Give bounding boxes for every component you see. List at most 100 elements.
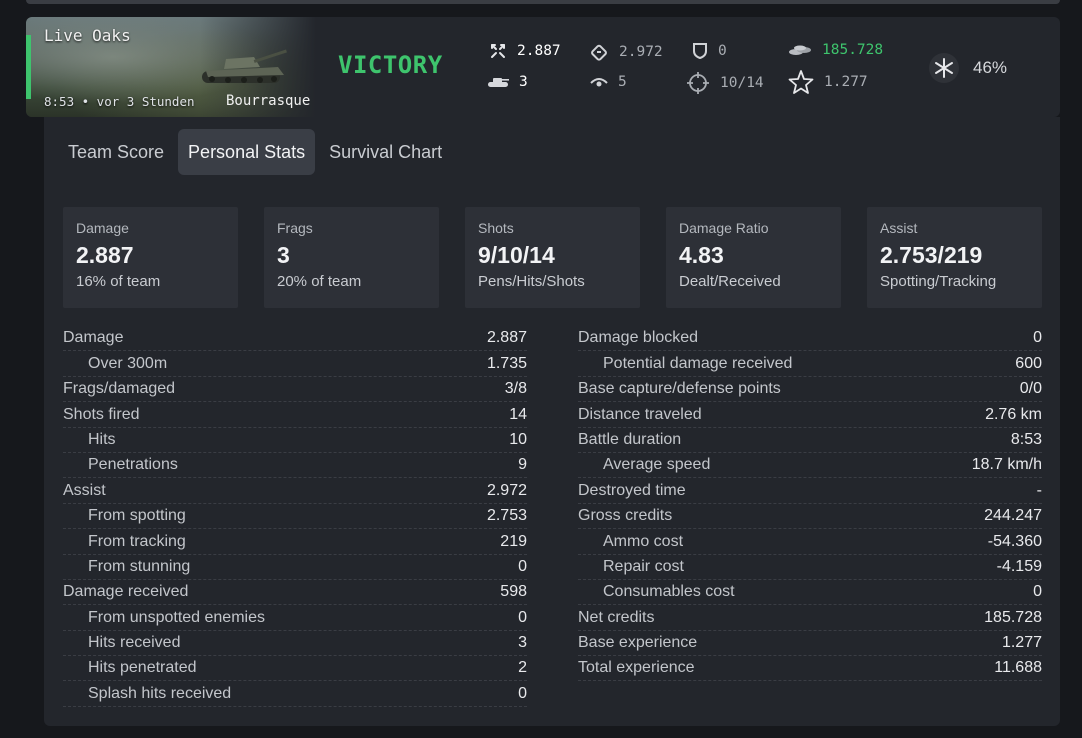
stat-row: Shots fired 14 [63, 402, 527, 428]
stat-row: Net credits 185.728 [578, 605, 1042, 631]
stat-label: Gross credits [578, 507, 673, 525]
stat-row: Average speed 18.7 km/h [578, 453, 1042, 479]
stats-column-right: Damage blocked 0 Potential damage received… [578, 326, 1042, 682]
stat-label: Damage received [63, 583, 189, 601]
stat-row: Total experience 11.688 [578, 656, 1042, 682]
map-name: Live Oaks [44, 26, 131, 45]
card-shots: Shots 9/10/14 Pens/Hits/Shots [465, 207, 640, 308]
header-stat-credits: 185.728 [788, 42, 883, 58]
card-value: 9/10/14 [478, 242, 555, 268]
stat-value: 0 [518, 608, 527, 626]
stat-label: Potential damage received [603, 354, 793, 372]
card-title: Damage [76, 220, 129, 236]
stat-row: Over 300m 1.735 [63, 351, 527, 377]
header-stat-hits: 10/14 [686, 71, 764, 95]
stat-row: Damage received 598 [63, 580, 527, 606]
map-thumbnail [26, 17, 316, 117]
stat-row: Battle duration 8:53 [578, 428, 1042, 453]
stat-value: 3 [518, 634, 527, 652]
card-value: 3 [277, 242, 290, 268]
stat-label: Net credits [578, 608, 655, 626]
stat-value: 0 [1033, 329, 1042, 347]
stat-value: 0 [518, 557, 527, 575]
stat-label: Over 300m [88, 354, 168, 372]
stat-label: Shots fired [63, 405, 140, 423]
stat-label: Damage blocked [578, 329, 699, 347]
stat-row: Consumables cost 0 [578, 580, 1042, 606]
stat-row: Repair cost -4.159 [578, 555, 1042, 580]
header-stat-frags: 3 [487, 74, 528, 90]
stat-value: 219 [500, 532, 527, 550]
crossed-arrows-icon [489, 42, 507, 60]
stat-value: 0/0 [1019, 380, 1042, 398]
header-assist-value: 2.972 [619, 44, 663, 60]
stat-row: Ammo cost -54.360 [578, 529, 1042, 555]
stat-label: Hits [88, 430, 116, 448]
stat-value: 11.688 [994, 659, 1042, 677]
card-title: Assist [880, 220, 918, 236]
header-credits-value: 185.728 [822, 42, 884, 58]
stat-label: Total experience [578, 659, 695, 677]
details-panel: Team Score Personal Stats Survival Chart… [44, 117, 1060, 726]
stat-value: 2.753 [486, 507, 527, 525]
stats-column-left: Damage 2.887 Over 300m 1.735 Frags/damaged 3/… [63, 326, 527, 707]
tab-team-score[interactable]: Team Score [68, 141, 165, 162]
stat-label: From tracking [88, 532, 186, 550]
assist-chevron-icon [589, 42, 609, 62]
stat-row: Penetrations 9 [63, 453, 527, 479]
stat-label: Base capture/defense points [578, 380, 781, 398]
stat-row: Frags/damaged 3/8 [63, 377, 527, 403]
tab-bar: Team Score Personal Stats Survival Chart [58, 129, 452, 175]
victory-indicator-bar [26, 35, 31, 99]
stat-row: From tracking 219 [63, 529, 527, 555]
stat-row: From stunning 0 [63, 555, 527, 580]
stat-value: 9 [518, 456, 527, 474]
stat-label: Destroyed time [578, 481, 686, 499]
stat-row: Distance traveled 2.76 km [578, 402, 1042, 428]
stat-value: 10 [509, 430, 527, 448]
stat-row: Base capture/defense points 0/0 [578, 377, 1042, 403]
battle-header[interactable]: Live Oaks 8:53 • vor 3 Stunden Bourrasqu… [26, 17, 1060, 117]
stat-row: Damage blocked 0 [578, 326, 1042, 352]
tab-survival-chart[interactable]: Survival Chart [329, 141, 443, 162]
header-stat-damage: 2.887 [489, 42, 561, 60]
stat-value: 185.728 [984, 608, 1042, 626]
stat-row: Damage 2.887 [63, 326, 527, 352]
stat-label: Average speed [603, 456, 711, 474]
stat-value: 0 [1033, 583, 1042, 601]
tank-name: Bourrasque [226, 93, 311, 109]
stat-label: Distance traveled [578, 405, 702, 423]
stat-row: Hits 10 [63, 428, 527, 453]
battle-time-meta: 8:53 • vor 3 Stunden [44, 94, 195, 109]
card-value: 2.753/219 [880, 242, 983, 268]
stat-value: 0 [518, 684, 527, 702]
card-damage-ratio: Damage Ratio 4.83 Dealt/Received [666, 207, 841, 308]
stat-label: Splash hits received [88, 684, 232, 702]
tab-personal-stats[interactable]: Personal Stats [178, 129, 316, 175]
stat-value: 14 [509, 405, 527, 423]
card-value: 4.83 [679, 242, 724, 268]
credits-coins-icon [788, 42, 812, 58]
stat-label: From spotting [88, 507, 186, 525]
card-assist: Assist 2.753/219 Spotting/Tracking [867, 207, 1042, 308]
card-title: Shots [478, 220, 514, 236]
stat-value: 598 [500, 583, 527, 601]
stat-label: From stunning [88, 557, 191, 575]
stat-label: Base experience [578, 634, 698, 652]
header-frags-value: 3 [519, 74, 528, 90]
stat-label: Ammo cost [603, 532, 684, 550]
stat-row: Hits penetrated 2 [63, 656, 527, 682]
stat-value: 18.7 km/h [971, 456, 1042, 474]
header-stat-assist: 2.972 [589, 42, 663, 62]
card-title: Frags [277, 220, 313, 236]
stat-row: Assist 2.972 [63, 478, 527, 504]
header-stat-blocked: 0 [692, 42, 727, 60]
shield-icon [692, 42, 708, 60]
stat-value: -54.360 [987, 532, 1042, 550]
stat-value: 2.972 [486, 481, 527, 499]
stat-value: 2.887 [486, 329, 527, 347]
stat-value: - [1036, 481, 1042, 499]
stat-label: Assist [63, 481, 106, 499]
card-damage: Damage 2.887 16% of team [63, 207, 238, 308]
stat-row: Destroyed time - [578, 478, 1042, 504]
